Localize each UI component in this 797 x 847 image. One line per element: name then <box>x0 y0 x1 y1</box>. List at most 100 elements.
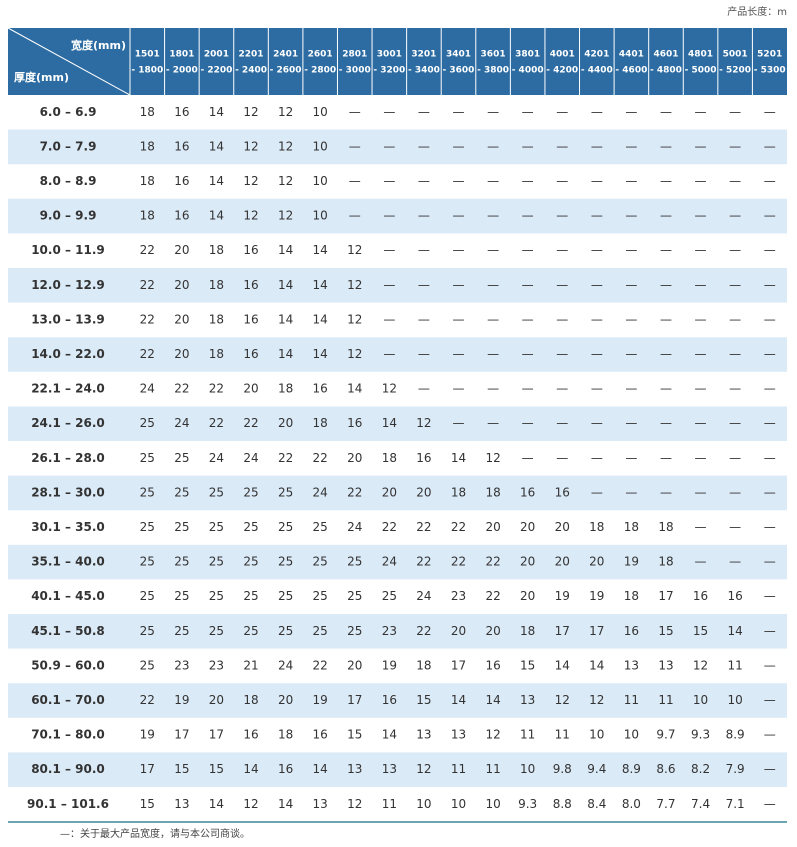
cell: — <box>418 243 430 257</box>
cell: 16 <box>313 382 328 396</box>
cell: 10 <box>416 797 431 811</box>
cell: — <box>729 174 741 188</box>
cell: — <box>487 174 499 188</box>
cell: 25 <box>278 520 293 534</box>
cell: 8.9 <box>726 728 745 742</box>
cell: — <box>695 520 707 534</box>
cell: 7.7 <box>656 797 675 811</box>
cell: 25 <box>174 485 189 499</box>
cell: 18 <box>278 728 293 742</box>
cell: 16 <box>727 589 742 603</box>
cell: — <box>522 312 534 326</box>
cell: 12 <box>416 762 431 776</box>
row-header-title: 厚度(mm) <box>14 70 69 84</box>
cell: 16 <box>693 589 708 603</box>
cell: — <box>764 416 776 430</box>
cell: 18 <box>416 658 431 672</box>
cell: 20 <box>278 693 293 707</box>
cell: 22 <box>243 416 258 430</box>
cell: 11 <box>382 797 397 811</box>
cell: 13 <box>624 658 639 672</box>
cell: 20 <box>485 624 500 638</box>
cell: — <box>418 347 430 361</box>
cell: — <box>418 209 430 223</box>
cell: 25 <box>243 520 258 534</box>
cell: 24 <box>174 416 189 430</box>
col-header-from: 4001 <box>550 50 575 60</box>
row-label: 6.0 – 6.9 <box>40 105 97 119</box>
cell: 14 <box>555 658 570 672</box>
col-header-to: - 2800 <box>304 66 336 76</box>
cell: 12 <box>693 658 708 672</box>
cell: 11 <box>658 693 673 707</box>
cell: — <box>764 520 776 534</box>
cell: 8.8 <box>553 797 572 811</box>
cell: — <box>660 278 672 292</box>
cell: — <box>625 347 637 361</box>
row-band <box>8 683 787 718</box>
cell: 12 <box>485 451 500 465</box>
cell: — <box>556 139 568 153</box>
cell: — <box>625 278 637 292</box>
cell: 14 <box>209 105 224 119</box>
cell: 10 <box>313 209 328 223</box>
cell: 14 <box>313 762 328 776</box>
cell: 18 <box>589 520 604 534</box>
cell: — <box>591 451 603 465</box>
row-label: 80.1 – 90.0 <box>31 762 105 776</box>
cell: 12 <box>278 105 293 119</box>
cell: — <box>522 347 534 361</box>
cell: 25 <box>140 624 155 638</box>
cell: 25 <box>209 520 224 534</box>
row-band <box>8 337 787 372</box>
cell: 18 <box>140 174 155 188</box>
cell: — <box>453 174 465 188</box>
cell: 24 <box>347 520 362 534</box>
cell: — <box>695 105 707 119</box>
cell: 18 <box>382 451 397 465</box>
cell: 18 <box>624 589 639 603</box>
cell: 14 <box>209 139 224 153</box>
cell: — <box>660 485 672 499</box>
cell: — <box>453 243 465 257</box>
cell: — <box>729 209 741 223</box>
row-label: 9.0 – 9.9 <box>40 209 97 223</box>
cell: 22 <box>451 520 466 534</box>
cell: — <box>660 105 672 119</box>
row-label: 22.1 – 24.0 <box>31 382 105 396</box>
row-band <box>8 268 787 303</box>
cell: 20 <box>451 624 466 638</box>
cell: 25 <box>278 485 293 499</box>
cell: 16 <box>520 485 535 499</box>
cell: 12 <box>347 243 362 257</box>
cell: 20 <box>243 382 258 396</box>
cell: 10 <box>313 139 328 153</box>
cell: 9.3 <box>518 797 537 811</box>
cell: — <box>764 658 776 672</box>
cell: 14 <box>451 451 466 465</box>
cell: — <box>418 382 430 396</box>
cell: 20 <box>485 520 500 534</box>
cell: 20 <box>555 555 570 569</box>
cell: 10 <box>624 728 639 742</box>
cell: 7.9 <box>726 762 745 776</box>
cell: 25 <box>313 555 328 569</box>
col-header-from: 3001 <box>377 50 402 60</box>
cell: — <box>625 174 637 188</box>
col-header-to: - 1800 <box>131 66 163 76</box>
cell: 25 <box>347 589 362 603</box>
cell: 12 <box>278 209 293 223</box>
cell: — <box>729 139 741 153</box>
col-header-from: 5001 <box>723 50 748 60</box>
diagonal <box>7 27 131 96</box>
row-label: 13.0 – 13.9 <box>31 312 105 326</box>
cell: 18 <box>140 105 155 119</box>
cell: 15 <box>693 624 708 638</box>
cell: 22 <box>382 520 397 534</box>
cell: — <box>764 728 776 742</box>
cell: 25 <box>174 555 189 569</box>
cell: — <box>625 485 637 499</box>
cell: — <box>591 278 603 292</box>
cell: — <box>487 416 499 430</box>
